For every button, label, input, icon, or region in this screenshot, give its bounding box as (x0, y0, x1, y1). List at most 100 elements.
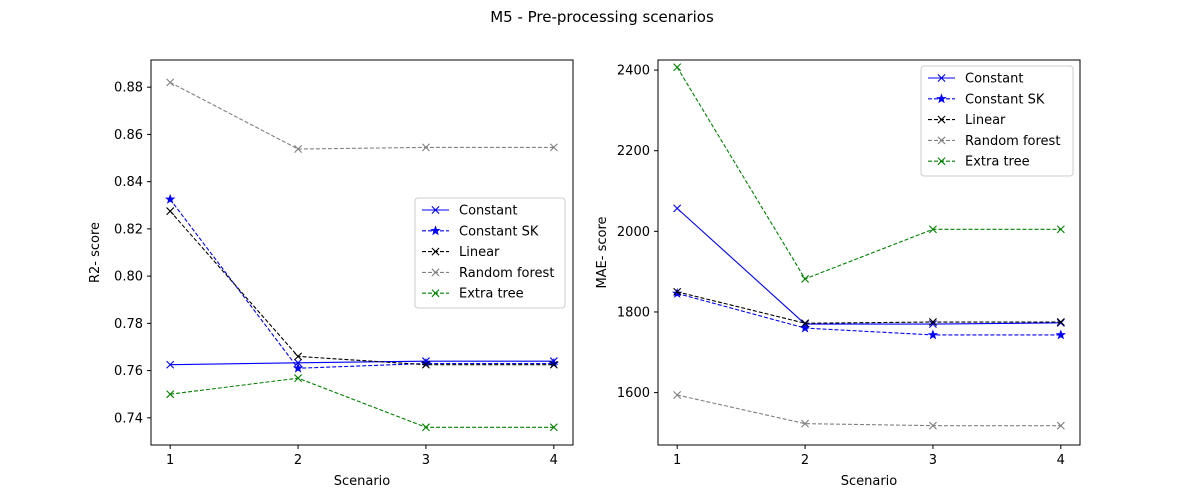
data-point (292, 362, 304, 373)
series-line-random-forest (677, 394, 1061, 427)
legend-label: Constant (965, 72, 1023, 87)
legend-item-constant-sk: Constant SK (422, 224, 539, 239)
data-point (801, 319, 810, 328)
data-point (420, 358, 432, 368)
series-constant (673, 204, 1065, 329)
data-point (1056, 318, 1065, 327)
legend: Constant Constant SK Linear Random forest Ex… (414, 197, 566, 309)
series-line-random-forest (169, 81, 554, 150)
data-point (928, 225, 937, 234)
series-line-linear (677, 291, 1061, 324)
y-tick-label: 0.74 (114, 411, 143, 426)
legend-box (920, 65, 1074, 177)
y-tick-label: 0.82 (114, 222, 143, 237)
legend-marker (937, 157, 946, 166)
series-line-linear (169, 210, 554, 366)
data-point (799, 322, 811, 333)
series-line-extra-tree (676, 66, 1061, 280)
legend-marker (431, 268, 440, 277)
series-linear (673, 287, 1065, 328)
data-point (294, 352, 303, 361)
data-point (421, 423, 430, 432)
r2-score-chart: 1 2 3 4 0.74 0.76 0.78 0.80 0.82 0.84 0.86 0.88 Scen… (88, 59, 574, 489)
y-tick-label: 0.80 (114, 270, 143, 285)
legend-item-random-forest: Random forest (928, 134, 1060, 149)
data-point (166, 360, 175, 369)
x-tick-label: 1 (166, 453, 174, 468)
x-axis-label: Scenario (334, 474, 391, 489)
series-extra-tree (673, 63, 1065, 283)
series-line-constant (676, 207, 1061, 325)
y-tick-label: 1600 (617, 386, 650, 401)
y-axis-label: MAE- score (595, 216, 610, 288)
series-constant-sk (671, 287, 1067, 340)
x-axis-label: Scenario (841, 474, 898, 489)
mae-score-chart: 1 2 3 4 1600 1800 2000 2200 2400 Scenario MAE- sco… (595, 59, 1081, 489)
legend-marker (431, 247, 440, 256)
data-point (671, 287, 683, 298)
y-tick-label: 0.84 (114, 175, 143, 190)
data-point (927, 329, 939, 340)
data-point (928, 318, 937, 327)
data-point (166, 78, 175, 87)
legend-marker (431, 289, 440, 298)
x-tick-label: 4 (550, 453, 558, 468)
series-line-extra-tree (170, 377, 554, 428)
data-point (928, 421, 937, 430)
legend-label: Random forest (459, 266, 554, 281)
x-tick-label: 3 (929, 453, 937, 468)
data-point (1056, 225, 1065, 234)
legend-label: Linear (965, 113, 1006, 128)
data-point (1056, 421, 1065, 430)
data-point (673, 391, 682, 399)
y-tick-label: 0.88 (114, 81, 143, 96)
data-point (294, 374, 303, 383)
x-tick-label: 4 (1057, 453, 1065, 468)
data-point (673, 63, 682, 72)
legend-item-extra-tree: Extra tree (422, 287, 524, 302)
x-tick-label: 3 (422, 453, 430, 468)
legend-label: Constant SK (459, 224, 539, 239)
legend-item-random-forest: Random forest (422, 266, 554, 281)
y-tick-label: 2200 (617, 144, 650, 159)
series-constant (166, 357, 558, 369)
data-point (421, 360, 430, 369)
data-point (164, 193, 176, 204)
legend-item-linear: Linear (422, 245, 500, 260)
data-point (549, 143, 558, 152)
data-point (1055, 329, 1067, 340)
series-line-constant-sk (677, 292, 1061, 336)
legend-item-linear: Linear (928, 113, 1006, 128)
data-point (294, 145, 303, 154)
series-line-constant (170, 360, 554, 366)
legend-label: Extra tree (459, 287, 524, 302)
data-point (1056, 318, 1065, 327)
data-point (166, 390, 175, 399)
y-tick-label: 0.78 (114, 317, 143, 332)
legend-label: Linear (459, 245, 500, 260)
legend-label: Constant SK (965, 92, 1045, 107)
legend-marker (937, 136, 946, 145)
legend-box (414, 197, 566, 309)
data-point (801, 419, 810, 428)
series-extra-tree (166, 374, 558, 432)
legend: Constant Constant SK Linear Random forest Ex… (920, 65, 1074, 177)
y-tick-label: 2400 (617, 64, 650, 79)
x-tick-label: 2 (294, 453, 302, 468)
legend-marker (431, 206, 440, 214)
y-axis-label: R2- score (88, 222, 103, 283)
x-tick-label: 2 (801, 453, 809, 468)
series-linear (166, 207, 558, 369)
x-tick-label: 1 (673, 453, 681, 468)
legend-item-constant-sk: Constant SK (928, 92, 1045, 107)
data-point (549, 423, 558, 432)
legend-label: Extra tree (965, 155, 1030, 170)
legend-marker (937, 74, 946, 82)
data-point (673, 204, 682, 213)
legend-label: Constant (459, 204, 517, 219)
figure-title: M5 - Pre-processing scenarios (490, 8, 714, 26)
legend-marker (937, 115, 946, 124)
data-point (548, 358, 560, 368)
data-point (166, 207, 175, 216)
legend-label: Random forest (965, 134, 1060, 149)
